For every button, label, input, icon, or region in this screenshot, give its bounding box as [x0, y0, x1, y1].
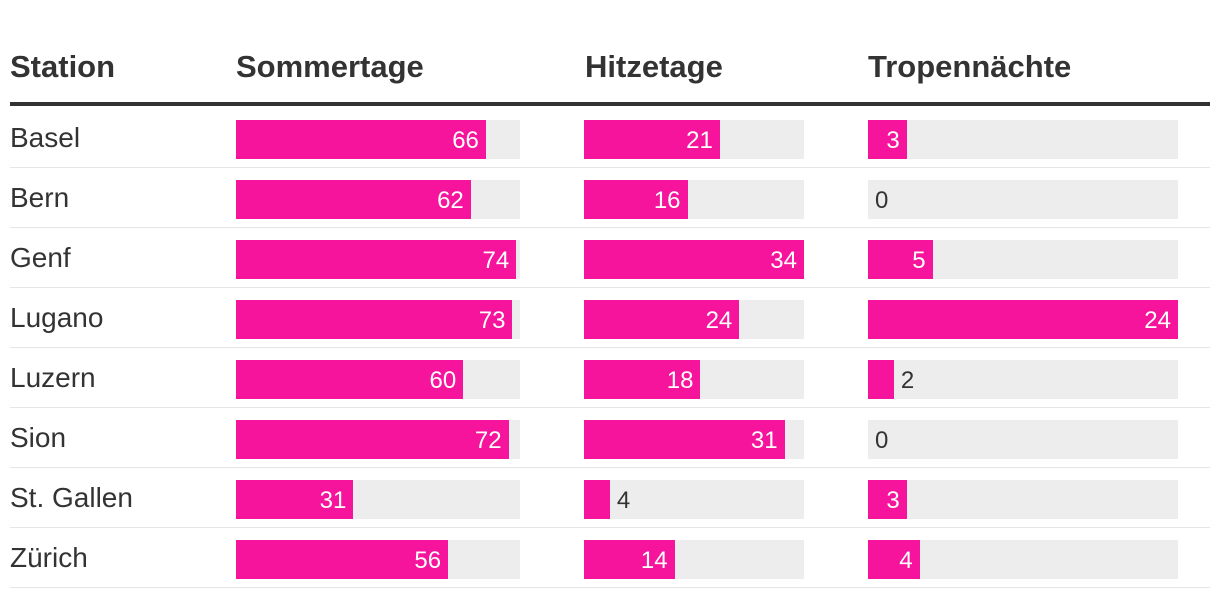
tropennaechte-bar [868, 300, 1178, 339]
station-label: Sion [10, 422, 67, 453]
sommertage-value-label: 31 [319, 487, 347, 514]
tropennaechte-value-label: 24 [1144, 307, 1171, 334]
sommertage-value-label: 72 [474, 427, 502, 454]
sommertage-bar [236, 540, 449, 579]
sommertage-bar [236, 360, 464, 399]
hitzetage-bar-track: 31 [584, 420, 804, 459]
sommertage-bar [236, 300, 513, 339]
tropennaechte-bar-track: 5 [868, 240, 1178, 279]
sommertage-bar-track: 66 [236, 120, 520, 159]
sommertage-bar-track: 56 [236, 540, 520, 579]
sommertage-value-label: 66 [452, 127, 479, 154]
hitzetage-bar-track: 24 [584, 300, 804, 339]
station-label: Luzern [10, 362, 96, 393]
header-hitzetage: Hitzetage [585, 49, 723, 84]
tropennaechte-value-label: 5 [912, 247, 926, 274]
hitzetage-bar-track: 4 [584, 480, 804, 519]
sommertage-bar-track: 74 [236, 240, 520, 279]
hitzetage-bar [584, 420, 785, 459]
sommertage-bar-track: 31 [236, 480, 520, 519]
sommertage-value-label: 56 [414, 547, 442, 574]
tropennaechte-bar-track: 3 [868, 120, 1178, 159]
hitzetage-value-label: 34 [770, 247, 797, 274]
hitzetage-bar [584, 540, 675, 579]
tropennaechte-bar-track: 2 [868, 360, 1178, 399]
header-sommertage: Sommertage [236, 49, 424, 84]
sommertage-bar [236, 480, 354, 519]
sommertage-bar [236, 180, 471, 219]
sommertage-bar [236, 120, 486, 159]
sommertage-bar-track: 60 [236, 360, 520, 399]
station-label: Zürich [10, 542, 88, 573]
hitzetage-bar-track: 34 [584, 240, 804, 279]
sommertage-value-label: 73 [478, 307, 506, 334]
hitzetage-bar [584, 360, 701, 399]
sommertage-bar-track: 73 [236, 300, 520, 339]
station-label: Bern [10, 182, 70, 213]
hitzetage-bar [584, 240, 804, 279]
hitzetage-value-label: 31 [750, 427, 778, 454]
sommertage-value-label: 60 [429, 367, 457, 394]
header-divider [10, 102, 1210, 106]
table-row: St. Gallen 31 4 3 [10, 468, 1210, 528]
tropennaechte-bar [868, 540, 920, 579]
tropennaechte-value-label: 0 [875, 427, 889, 454]
tropennaechte-bar [868, 120, 907, 159]
table-row: Bern 62 16 0 [10, 168, 1210, 228]
tropennaechte-bar-track: 3 [868, 480, 1178, 519]
hitzetage-bar-track: 14 [584, 540, 804, 579]
hitzetage-value-label: 21 [686, 127, 713, 154]
hitzetage-bar [584, 300, 740, 339]
table-row: Genf 74 34 5 [10, 228, 1210, 288]
hitzetage-bar-track: 16 [584, 180, 804, 219]
hitzetage-bar-track: 21 [584, 120, 804, 159]
station-label: St. Gallen [10, 482, 133, 513]
tropennaechte-value-label: 3 [886, 487, 900, 514]
tropennaechte-bar-track: 0 [868, 420, 1178, 459]
table-row: Luzern 60 18 2 [10, 348, 1210, 408]
header-station: Station [10, 49, 116, 84]
sommertage-bar [236, 420, 509, 459]
header-tropennaechte: Tropennächte [868, 49, 1072, 84]
sommertage-value-label: 62 [437, 187, 464, 214]
tropennaechte-bar [868, 360, 894, 399]
table-row: Basel 66 21 3 [10, 108, 1210, 168]
station-label: Basel [10, 122, 81, 153]
tropennaechte-bar-track: 4 [868, 540, 1178, 579]
hitzetage-value-label: 4 [616, 487, 631, 514]
table-row: Lugano 73 24 24 [10, 288, 1210, 348]
tropennaechte-bar [868, 240, 933, 279]
station-label: Genf [10, 242, 71, 273]
tropennaechte-value-label: 2 [900, 367, 915, 394]
table-row: Sion 72 31 0 [10, 408, 1210, 468]
tropennaechte-value-label: 0 [875, 187, 889, 214]
tropennaechte-value-label: 4 [899, 547, 913, 574]
hitzetage-bar-track: 18 [584, 360, 804, 399]
sommertage-bar-track: 72 [236, 420, 520, 459]
tropennaechte-bar-track: 24 [868, 300, 1178, 339]
hitzetage-bar [584, 480, 610, 519]
tropennaechte-value-label: 3 [886, 127, 900, 154]
hitzetage-bar [584, 180, 688, 219]
tropennaechte-bar [868, 480, 907, 519]
hitzetage-bar [584, 120, 720, 159]
sommertage-bar-track: 62 [236, 180, 520, 219]
sommertage-bar [236, 240, 517, 279]
hitzetage-value-label: 14 [640, 547, 668, 574]
tropennaechte-bar-track: 0 [868, 180, 1178, 219]
sommertage-value-label: 74 [482, 247, 510, 274]
station-label: Lugano [10, 302, 104, 333]
table-row: Zürich 56 14 4 [10, 528, 1210, 588]
hitzetage-value-label: 18 [666, 367, 694, 394]
hitzetage-value-label: 24 [705, 307, 733, 334]
hitzetage-value-label: 16 [653, 187, 681, 214]
